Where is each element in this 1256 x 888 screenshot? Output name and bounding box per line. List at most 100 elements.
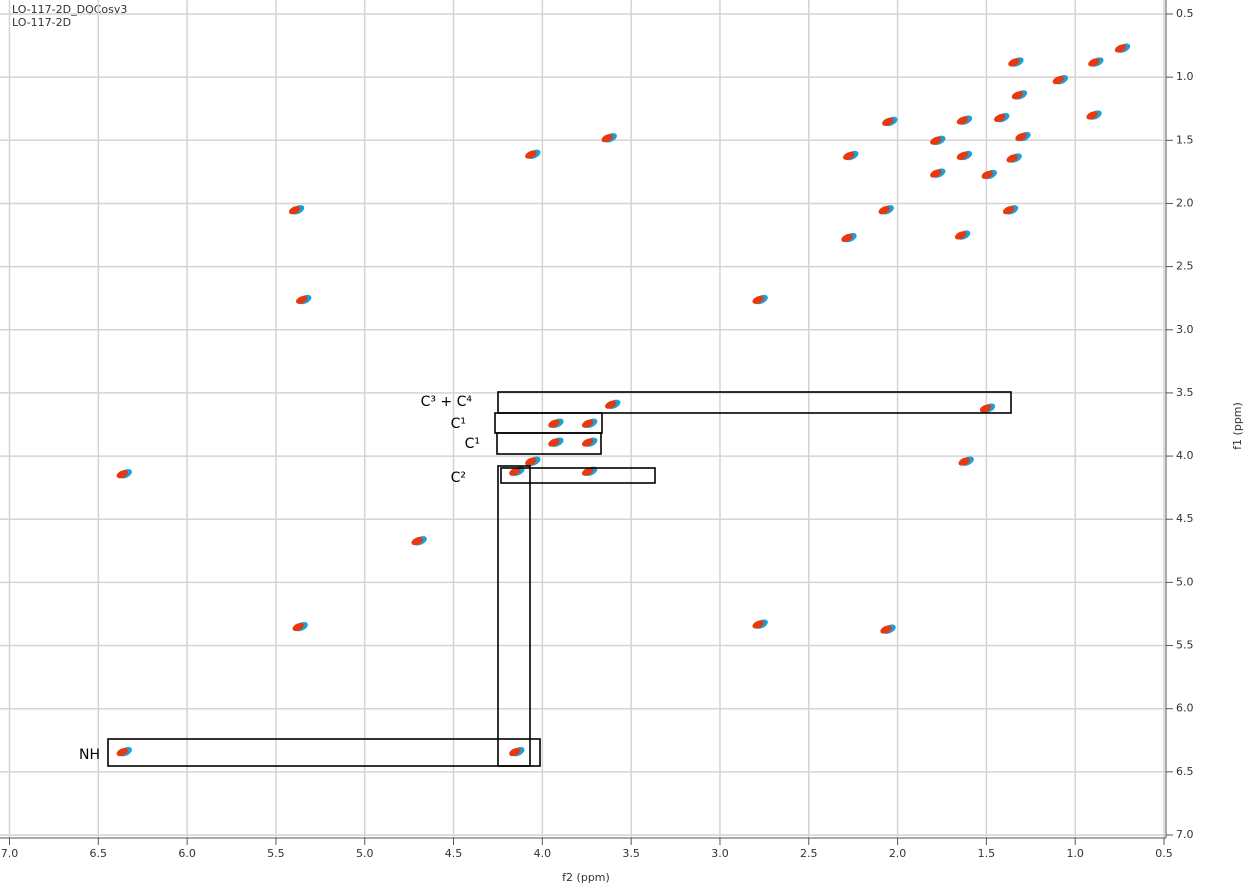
x-tick-label: 4.0 xyxy=(534,847,552,860)
x-tick-label: 0.5 xyxy=(1155,847,1173,860)
peak-positive xyxy=(581,438,594,447)
peak-positive xyxy=(882,117,894,126)
cross-peak xyxy=(880,624,896,634)
cross-peak xyxy=(843,150,859,161)
peak-positive xyxy=(1088,58,1100,67)
cross-peak xyxy=(116,469,132,479)
y-tick-label: 6.5 xyxy=(1176,765,1194,778)
y-axis-label: f1 (ppm) xyxy=(1231,402,1244,450)
peak-positive xyxy=(958,457,970,466)
annotation: C¹ xyxy=(451,416,466,432)
cross-peak xyxy=(548,418,564,428)
peak-positive xyxy=(548,438,560,447)
box xyxy=(497,391,1012,414)
cross-peak xyxy=(752,294,768,305)
peak-positive xyxy=(1086,111,1098,120)
peak-positive xyxy=(752,620,764,629)
cross-peak xyxy=(1052,75,1069,85)
cross-peak xyxy=(956,150,973,161)
cross-peak xyxy=(1015,131,1031,142)
annotation: NH xyxy=(79,747,100,763)
cross-peak xyxy=(601,133,617,143)
peak-positive xyxy=(878,206,890,215)
cross-peak xyxy=(525,456,541,466)
cross-peak xyxy=(605,399,621,410)
y-tick-label: 5.5 xyxy=(1176,639,1194,652)
peak-positive xyxy=(843,151,855,160)
cross-peak xyxy=(525,149,541,159)
cross-peak xyxy=(878,205,894,215)
cross-peak xyxy=(1114,43,1131,53)
box xyxy=(107,738,541,767)
cross-peak xyxy=(509,747,525,757)
cross-peak xyxy=(1011,90,1028,100)
y-tick-label: 7.0 xyxy=(1176,828,1194,841)
x-tick-label: 2.0 xyxy=(889,847,907,860)
cross-peak xyxy=(581,418,598,428)
cross-peak xyxy=(1002,205,1019,215)
peak-positive xyxy=(288,206,301,215)
cross-peak xyxy=(930,168,946,178)
subtitle: LO-117-2D xyxy=(12,16,71,29)
peak-positive xyxy=(930,169,942,178)
cross-peak xyxy=(411,536,427,546)
cross-peak xyxy=(116,747,132,757)
cross-peak xyxy=(956,115,973,125)
box xyxy=(496,432,602,455)
peak-positive xyxy=(292,622,304,632)
peak-positive xyxy=(296,295,308,304)
cross-peak xyxy=(981,169,997,180)
annotation: C³ + C⁴ xyxy=(421,394,473,410)
peak-positive xyxy=(1114,44,1127,53)
x-tick-label: 2.5 xyxy=(800,847,818,860)
cross-peak xyxy=(958,456,974,466)
cross-peak xyxy=(288,205,305,215)
y-tick-label: 1.5 xyxy=(1176,133,1194,146)
peak-positive xyxy=(979,404,992,413)
y-tick-label: 4.0 xyxy=(1176,449,1194,462)
x-tick-label: 5.5 xyxy=(267,847,285,860)
cross-peak xyxy=(930,135,946,146)
peak-positive xyxy=(548,419,560,428)
x-tick-label: 3.5 xyxy=(622,847,640,860)
peak-positive xyxy=(994,113,1006,123)
cross-peak xyxy=(994,112,1010,123)
cross-peak xyxy=(509,466,525,476)
cross-peak xyxy=(1006,153,1022,163)
peak-positive xyxy=(116,470,128,479)
x-tick-label: 1.0 xyxy=(1066,847,1084,860)
y-tick-label: 6.0 xyxy=(1176,702,1194,715)
cross-peak xyxy=(882,116,898,127)
peak-positive xyxy=(601,134,613,143)
y-tick-label: 3.5 xyxy=(1176,386,1194,399)
annotation: C² xyxy=(451,470,466,486)
cross-peak xyxy=(1088,57,1104,67)
peak-positive xyxy=(605,400,617,409)
peak-positive xyxy=(1008,58,1020,67)
cross-peak xyxy=(1086,110,1102,120)
peak-positive xyxy=(981,170,993,179)
y-tick-label: 4.5 xyxy=(1176,512,1194,525)
peak-positive xyxy=(525,150,537,159)
peak-positive xyxy=(841,233,853,243)
cross-peak xyxy=(954,230,971,240)
peak-positive xyxy=(956,116,969,125)
peak-positive xyxy=(956,151,969,160)
peak-positive xyxy=(509,747,521,757)
y-tick-label: 2.0 xyxy=(1176,196,1194,209)
x-tick-label: 5.0 xyxy=(356,847,374,860)
peak-positive xyxy=(1011,91,1024,100)
peak-positive xyxy=(930,136,942,145)
cross-peak xyxy=(752,619,768,629)
peak-positive xyxy=(1006,154,1018,163)
cross-peak xyxy=(292,621,308,632)
peak-positive xyxy=(411,537,423,546)
y-tick-label: 0.5 xyxy=(1176,7,1194,20)
peak-positive xyxy=(880,625,892,634)
box xyxy=(500,467,656,484)
x-tick-label: 1.5 xyxy=(978,847,996,860)
peak-positive xyxy=(525,457,537,466)
y-tick-label: 5.0 xyxy=(1176,575,1194,588)
x-tick-label: 4.5 xyxy=(445,847,463,860)
